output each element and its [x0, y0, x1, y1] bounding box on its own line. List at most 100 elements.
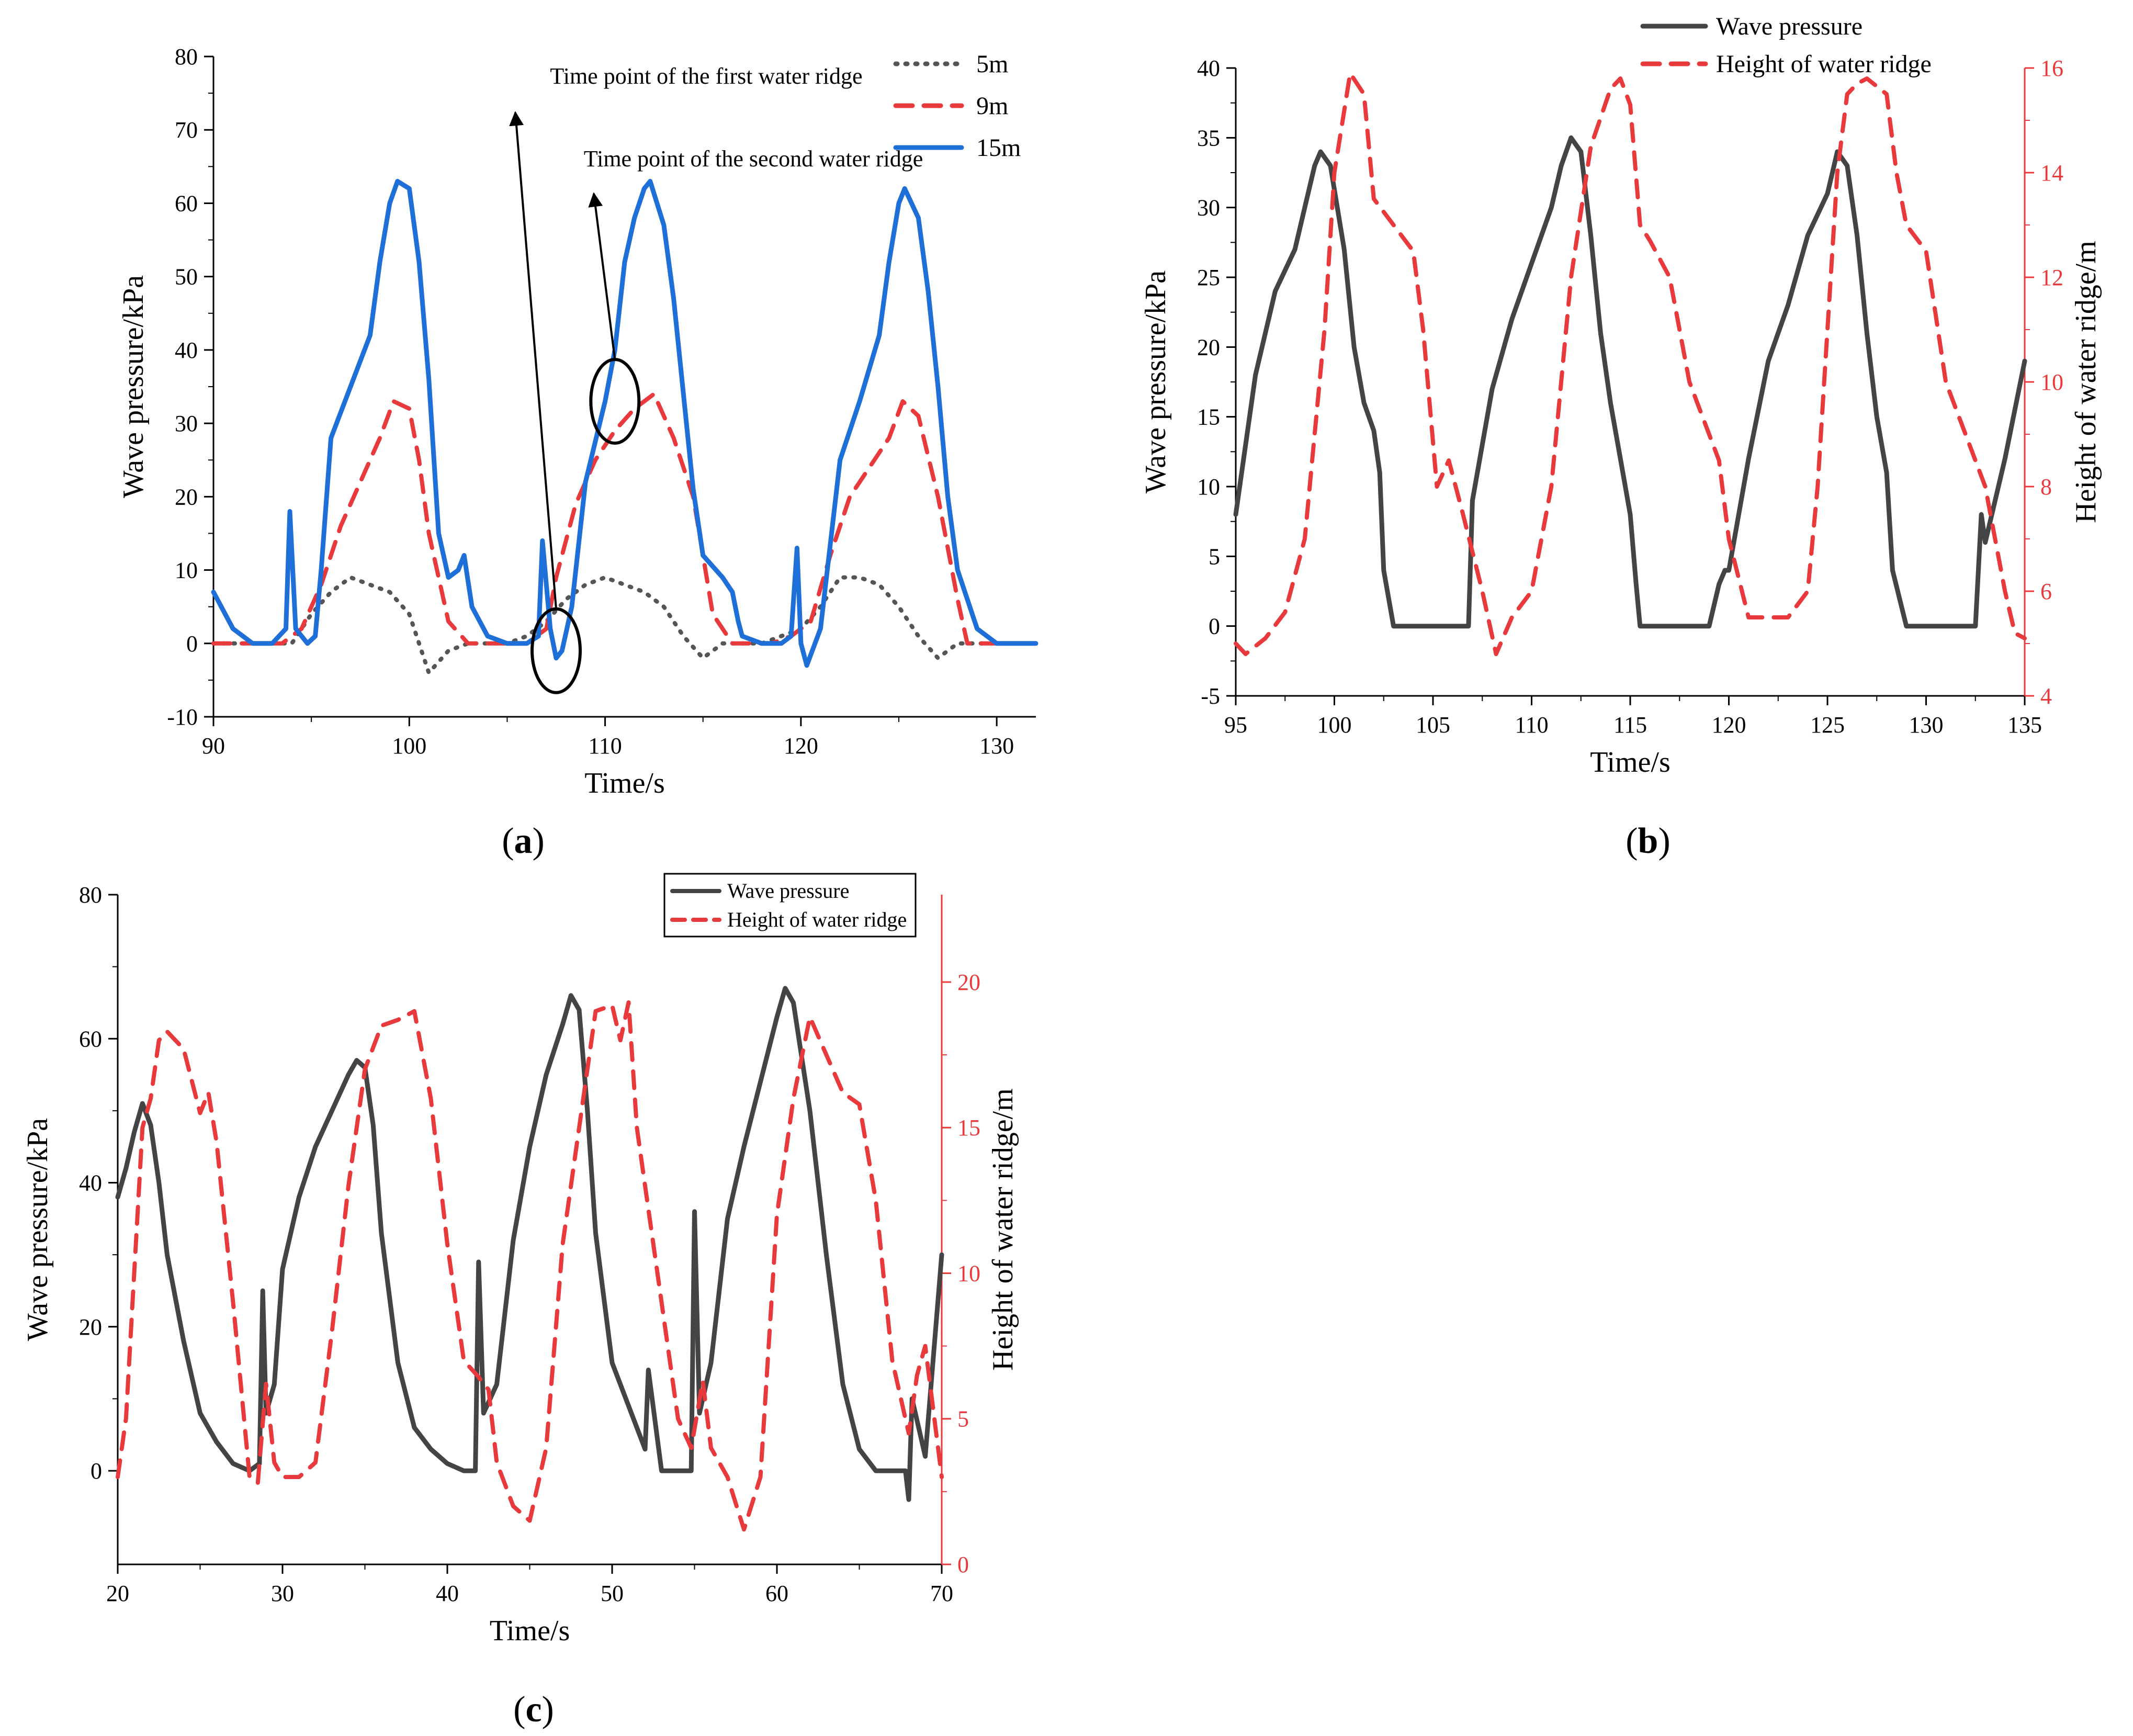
- y-tick-label-c-2: 40: [79, 1170, 102, 1196]
- y-tick-label-a-0: -10: [167, 704, 198, 730]
- y-tick-label-b-7: 30: [1197, 195, 1220, 221]
- panel-c: (c) 20 30 40 50 60 7002040608005101520Time/sW…: [21, 873, 1019, 1730]
- y-tick-label-a-8: 70: [175, 117, 198, 143]
- y2-tick-label-b-0: 4: [2040, 683, 2052, 709]
- y2-tick-label-b-2: 8: [2040, 474, 2052, 500]
- y-tick-label-b-5: 20: [1197, 334, 1220, 360]
- y2-tick-label-c-1: 5: [957, 1406, 969, 1432]
- y2-tick-label-c-4: 20: [957, 970, 980, 995]
- x-axis-label-b: Time/s: [1590, 746, 1671, 779]
- panel-label-c-close: ): [542, 1689, 554, 1730]
- y-tick-label-b-3: 10: [1197, 474, 1220, 500]
- panel-label-b-letter: b: [1638, 821, 1658, 861]
- x-tick-label-c-3: 50: [601, 1581, 624, 1606]
- panel-label-b-close: ): [1658, 821, 1670, 861]
- series-line-c-wave-pressure: [115, 986, 944, 1502]
- x-tick-label-b-0: 95: [1224, 712, 1247, 738]
- legend-label-a-1: 9m: [976, 92, 1008, 120]
- y2-tick-label-b-3: 10: [2040, 369, 2063, 395]
- panel-b: (b) 95 100 105 110 115 120 125 130 135 -5 0 5 10 15 20…: [1139, 13, 2102, 861]
- y-tick-label-c-1: 20: [79, 1314, 102, 1340]
- panel-a: (a) 90 100 110 120 130 -10 0 10 20 30 40 50 60 70 80 Ti…: [117, 44, 1039, 861]
- y-tick-label-a-9: 80: [175, 44, 198, 70]
- y-tick-label-c-4: 80: [79, 882, 102, 908]
- x-tick-label-b-6: 125: [1810, 712, 1845, 738]
- x-tick-label-c-4: 60: [765, 1581, 788, 1606]
- panel-label-b-open: (: [1626, 821, 1638, 861]
- y-axis-label-c: Wave pressure/kPa: [21, 1118, 54, 1341]
- y-tick-label-b-1: 0: [1209, 614, 1220, 639]
- legend-label-b-0: Wave pressure: [1716, 13, 1863, 40]
- series-line-c-height-of-water-ridge: [116, 1000, 944, 1532]
- y-tick-label-a-1: 0: [186, 631, 198, 657]
- annotation-text-1: Time point of the second water ridge: [584, 146, 923, 172]
- y2-tick-label-b-1: 6: [2040, 579, 2052, 604]
- y2-tick-label-b-5: 14: [2040, 160, 2063, 186]
- y-tick-label-b-4: 15: [1197, 404, 1220, 430]
- x-tick-label-b-4: 115: [1613, 712, 1647, 738]
- y-tick-label-b-8: 35: [1197, 125, 1220, 151]
- y-tick-label-a-4: 30: [175, 411, 198, 436]
- x-tick-label-c-1: 30: [271, 1581, 294, 1606]
- x-tick-label-a-2: 110: [588, 733, 622, 759]
- panel-label-c-open: (: [513, 1689, 525, 1730]
- series-line-b-wave-pressure: [1233, 135, 2027, 629]
- x-axis-label-a: Time/s: [584, 767, 665, 799]
- y-tick-label-a-6: 50: [175, 264, 198, 290]
- series-line-a-5m: [211, 575, 1038, 675]
- y2-tick-label-c-3: 15: [957, 1115, 980, 1141]
- x-tick-label-a-1: 100: [392, 733, 426, 759]
- annotation-arrow-1: [588, 192, 616, 360]
- y-tick-label-a-3: 20: [175, 484, 198, 510]
- y2-tick-label-b-4: 12: [2040, 265, 2063, 290]
- x-tick-label-b-5: 120: [1712, 712, 1746, 738]
- legend-box-c: [663, 873, 917, 938]
- y-tick-label-c-3: 60: [79, 1026, 102, 1052]
- y2-tick-label-b-6: 16: [2040, 55, 2063, 81]
- x-tick-label-a-0: 90: [202, 733, 225, 759]
- series-line-a-9m: [211, 392, 1038, 646]
- series-line-a-15m: [211, 178, 1039, 668]
- panel-label-a: (a): [502, 821, 545, 861]
- annotation-arrow-0: [509, 111, 557, 609]
- x-tick-label-c-2: 40: [436, 1581, 459, 1606]
- y-tick-label-b-6: 25: [1197, 265, 1220, 290]
- x-tick-label-b-7: 130: [1909, 712, 1944, 738]
- panel-label-a-open: (: [502, 821, 514, 861]
- panel-label-a-close: ): [533, 821, 545, 861]
- legend-label-c-0: Wave pressure: [727, 879, 849, 903]
- legend-label-b-1: Height of water ridge: [1716, 50, 1932, 78]
- x-tick-label-a-3: 120: [784, 733, 818, 759]
- y-tick-label-b-0: -5: [1201, 683, 1220, 709]
- x-tick-label-b-2: 105: [1416, 712, 1450, 738]
- legend-label-a-2: 15m: [976, 134, 1021, 162]
- y-tick-label-b-9: 40: [1197, 55, 1220, 81]
- y-tick-label-a-2: 10: [175, 558, 198, 583]
- y-tick-label-a-5: 40: [175, 337, 198, 363]
- x-tick-label-b-3: 110: [1515, 712, 1548, 738]
- legend-label-c-1: Height of water ridge: [727, 908, 907, 931]
- legend-label-a-0: 5m: [976, 50, 1008, 78]
- y-tick-label-c-0: 0: [91, 1458, 102, 1484]
- y2-tick-label-c-2: 10: [957, 1260, 980, 1286]
- x-tick-label-b-8: 135: [2007, 712, 2042, 738]
- x-tick-label-c-5: 70: [930, 1581, 953, 1606]
- x-tick-label-b-1: 100: [1317, 712, 1352, 738]
- x-axis-label-c: Time/s: [490, 1615, 570, 1647]
- panel-label-c: (c): [513, 1689, 554, 1730]
- y-tick-label-b-2: 5: [1209, 544, 1220, 569]
- x-tick-label-a-4: 130: [979, 733, 1014, 759]
- y-axis-label-b: Wave pressure/kPa: [1139, 270, 1172, 493]
- y-tick-label-a-7: 60: [175, 190, 198, 216]
- y2-axis-label-b: Height of water ridge/m: [2070, 241, 2102, 523]
- panel-label-a-letter: a: [514, 821, 533, 861]
- annotation-text-0: Time point of the first water ridge: [550, 63, 862, 89]
- panel-label-b: (b): [1626, 821, 1671, 861]
- series-line-b-height-of-water-ridge: [1234, 71, 2027, 656]
- y-axis-label-a: Wave pressure/kPa: [117, 275, 150, 498]
- x-tick-label-c-0: 20: [106, 1581, 129, 1606]
- y2-axis-label-c: Height of water ridge/m: [987, 1088, 1019, 1371]
- panel-label-c-letter: c: [525, 1689, 541, 1730]
